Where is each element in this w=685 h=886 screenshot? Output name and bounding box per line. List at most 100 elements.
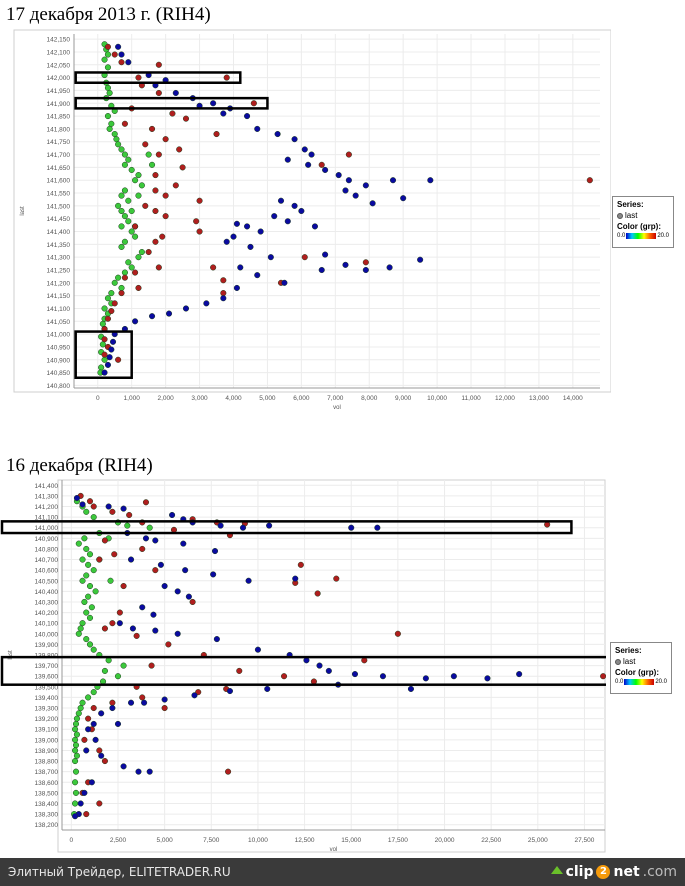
data-point-green	[118, 243, 125, 250]
data-point-blue	[141, 699, 148, 706]
x-tick-label: 9,000	[395, 395, 412, 402]
x-tick-label: 6,000	[293, 395, 310, 402]
data-point-blue	[239, 524, 247, 531]
y-tick-label: 138,900	[35, 748, 59, 755]
y-tick-label: 141,250	[47, 268, 71, 275]
x-tick-label: 5,000	[156, 837, 173, 844]
color-gradient-bar	[624, 679, 655, 685]
data-point-blue	[149, 313, 156, 320]
y-tick-label: 138,800	[35, 759, 59, 766]
data-point-green	[73, 752, 80, 759]
y-tick-label: 138,700	[35, 769, 59, 776]
data-point-green	[104, 51, 111, 58]
data-point-blue	[115, 43, 122, 50]
data-point-red	[135, 284, 142, 292]
data-point-blue	[348, 524, 355, 531]
data-point-blue	[322, 251, 329, 258]
x-tick-label: 5,000	[259, 395, 276, 402]
data-point-blue	[316, 662, 323, 669]
x-tick-label: 7,500	[203, 837, 220, 844]
data-point-green	[101, 305, 108, 312]
data-point-blue	[325, 667, 332, 674]
data-point-blue	[90, 720, 97, 727]
y-tick-label: 141,450	[47, 216, 71, 223]
data-point-green	[75, 630, 82, 637]
y-tick-label: 139,400	[35, 695, 59, 702]
data-point-green	[77, 704, 84, 712]
data-point-blue	[266, 522, 273, 529]
data-point-green	[135, 192, 142, 199]
data-point-blue	[132, 318, 139, 325]
data-point-blue	[311, 223, 318, 230]
data-point-blue	[400, 195, 407, 202]
data-point-blue	[172, 89, 179, 97]
data-point-blue	[101, 369, 108, 376]
data-point-red	[155, 264, 162, 271]
y-tick-label: 141,900	[47, 101, 71, 108]
data-point-green	[125, 156, 132, 163]
data-point-blue	[230, 233, 237, 240]
data-point-red	[111, 300, 118, 307]
data-point-blue	[116, 620, 123, 627]
data-point-blue	[191, 692, 198, 699]
data-point-red	[179, 164, 186, 171]
data-point-green	[121, 151, 128, 158]
brand-prefix: clip	[565, 864, 594, 880]
data-point-red	[104, 315, 111, 322]
data-point-green	[132, 177, 139, 184]
data-point-blue	[407, 685, 414, 692]
y-tick-label: 139,700	[35, 663, 59, 670]
data-point-blue	[352, 192, 359, 199]
highlight-box	[74, 330, 133, 379]
highlight-box	[74, 71, 242, 84]
data-point-red	[196, 197, 203, 204]
data-point-green	[128, 166, 135, 174]
data-point-red	[213, 130, 220, 138]
data-point-red	[297, 561, 304, 568]
data-point-blue	[226, 688, 233, 695]
data-point-red	[162, 213, 169, 220]
data-point-blue	[254, 646, 261, 653]
data-point-blue	[217, 522, 224, 529]
y-tick-label: 138,600	[35, 780, 59, 787]
data-point-blue	[104, 361, 111, 368]
data-point-blue	[211, 548, 219, 555]
brand-suffix: net	[613, 864, 640, 880]
data-point-red	[165, 641, 172, 648]
data-point-red	[132, 223, 139, 230]
clip2net-logo[interactable]: clip 2 net .com	[550, 864, 677, 880]
x-tick-label: 2,500	[110, 837, 127, 844]
data-point-blue	[98, 752, 105, 759]
data-point-green	[79, 620, 86, 627]
data-point-blue	[129, 625, 136, 632]
data-point-blue	[308, 151, 315, 158]
data-point-red	[96, 800, 103, 807]
x-tick-label: 1,000	[124, 395, 141, 402]
data-point-green	[73, 731, 80, 738]
data-point-blue	[72, 813, 79, 820]
data-point-green	[104, 113, 111, 120]
data-point-blue	[118, 51, 125, 58]
data-point-red	[132, 269, 139, 276]
x-tick-label: 2,000	[157, 395, 174, 402]
data-point-blue	[81, 789, 88, 796]
data-point-green	[121, 161, 128, 168]
data-point-green	[111, 279, 118, 286]
data-point-red	[333, 575, 340, 582]
data-point-green	[125, 218, 132, 225]
data-point-blue	[422, 675, 429, 682]
data-point-red	[101, 336, 108, 343]
series-dot-icon	[615, 658, 621, 665]
data-point-green	[128, 264, 135, 271]
y-tick-label: 141,000	[47, 332, 71, 339]
data-point-red	[220, 277, 227, 284]
x-tick-label: 8,000	[361, 395, 378, 402]
y-axis-label: last	[20, 206, 26, 216]
brand-digit: 2	[596, 865, 611, 879]
data-point-red	[152, 172, 159, 179]
data-point-green	[83, 609, 90, 616]
data-point-green	[90, 646, 97, 653]
data-point-red	[148, 662, 155, 669]
highlight-box	[74, 96, 269, 110]
chart-2-scatter: 138,200 138,300 138,400 138,500 138,600 138,7…	[0, 479, 614, 853]
